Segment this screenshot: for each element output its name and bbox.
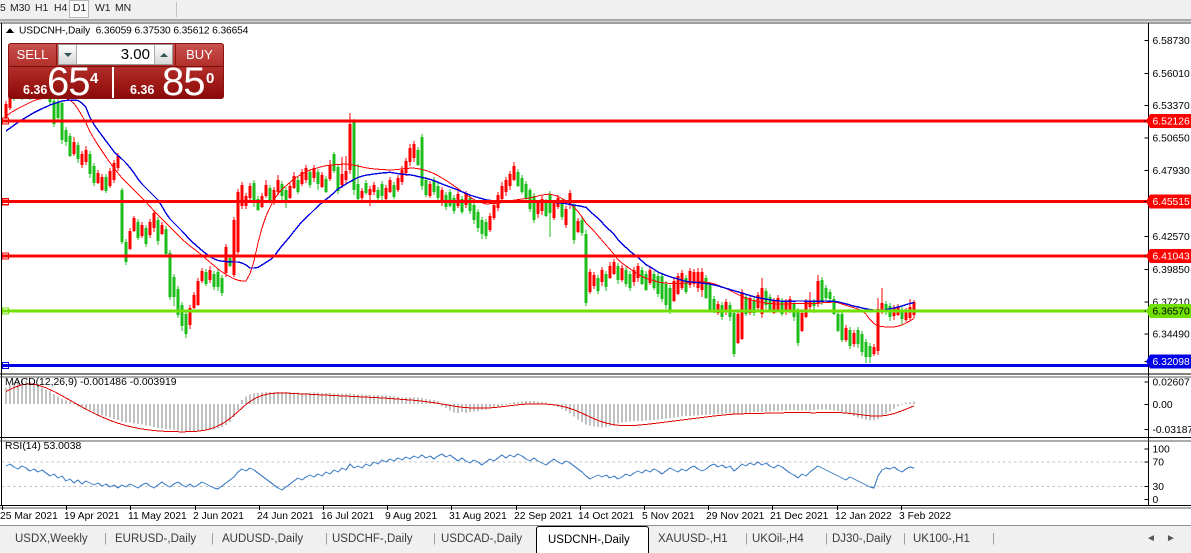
svg-text:6.52126: 6.52126 [1153, 117, 1190, 128]
svg-text:31 Aug 2021: 31 Aug 2021 [449, 511, 507, 522]
svg-text:6.56010: 6.56010 [1153, 69, 1190, 80]
svg-text:6.53370: 6.53370 [1153, 101, 1190, 112]
svg-text:2 Jun 2021: 2 Jun 2021 [193, 511, 244, 522]
svg-text:70: 70 [1153, 458, 1165, 469]
svg-text:-0.031872: -0.031872 [1153, 425, 1191, 436]
svg-text:24 Jun 2021: 24 Jun 2021 [257, 511, 314, 522]
svg-text:USDCNH-,Daily 6.36059 6.37530: USDCNH-,Daily 6.36059 6.37530 6.35612 6.… [19, 26, 249, 37]
svg-text:12 Jan 2022: 12 Jan 2022 [835, 511, 892, 522]
svg-text:0: 0 [1153, 495, 1159, 506]
svg-text:22 Sep 2021: 22 Sep 2021 [514, 511, 573, 522]
svg-text:6.47930: 6.47930 [1153, 166, 1190, 177]
svg-text:29 Nov 2021: 29 Nov 2021 [706, 511, 765, 522]
svg-text:6.50650: 6.50650 [1153, 134, 1190, 145]
svg-text:6.32098: 6.32098 [1153, 357, 1190, 368]
svg-text:6.39850: 6.39850 [1153, 265, 1190, 276]
svg-text:6.45515: 6.45515 [1153, 197, 1190, 208]
svg-text:6.58730: 6.58730 [1153, 36, 1190, 47]
svg-text:9 Aug 2021: 9 Aug 2021 [385, 511, 437, 522]
svg-text:100: 100 [1153, 445, 1170, 456]
svg-text:11 May 2021: 11 May 2021 [128, 511, 187, 522]
svg-text:6.42570: 6.42570 [1153, 232, 1190, 243]
svg-text:16 Jul 2021: 16 Jul 2021 [321, 511, 375, 522]
svg-text:RSI(14) 53.0038: RSI(14) 53.0038 [5, 441, 81, 452]
svg-text:6.36570: 6.36570 [1153, 307, 1190, 318]
svg-text:14 Oct 2021: 14 Oct 2021 [578, 511, 634, 522]
svg-text:19 Apr 2021: 19 Apr 2021 [64, 511, 120, 522]
svg-text:6.41043: 6.41043 [1153, 252, 1190, 263]
svg-text:25 Mar 2021: 25 Mar 2021 [0, 511, 58, 522]
svg-text:MACD(12,26,9) -0.001486 -0.003: MACD(12,26,9) -0.001486 -0.003919 [5, 377, 177, 388]
svg-text:30: 30 [1153, 482, 1165, 493]
svg-text:0.00: 0.00 [1153, 400, 1173, 411]
svg-text:3 Feb 2022: 3 Feb 2022 [899, 511, 951, 522]
svg-text:0.02607: 0.02607 [1153, 378, 1190, 389]
svg-text:5 Nov 2021: 5 Nov 2021 [642, 511, 695, 522]
svg-text:6.34490: 6.34490 [1153, 330, 1190, 341]
svg-text:6.37210: 6.37210 [1153, 298, 1190, 309]
svg-text:21 Dec 2021: 21 Dec 2021 [770, 511, 829, 522]
